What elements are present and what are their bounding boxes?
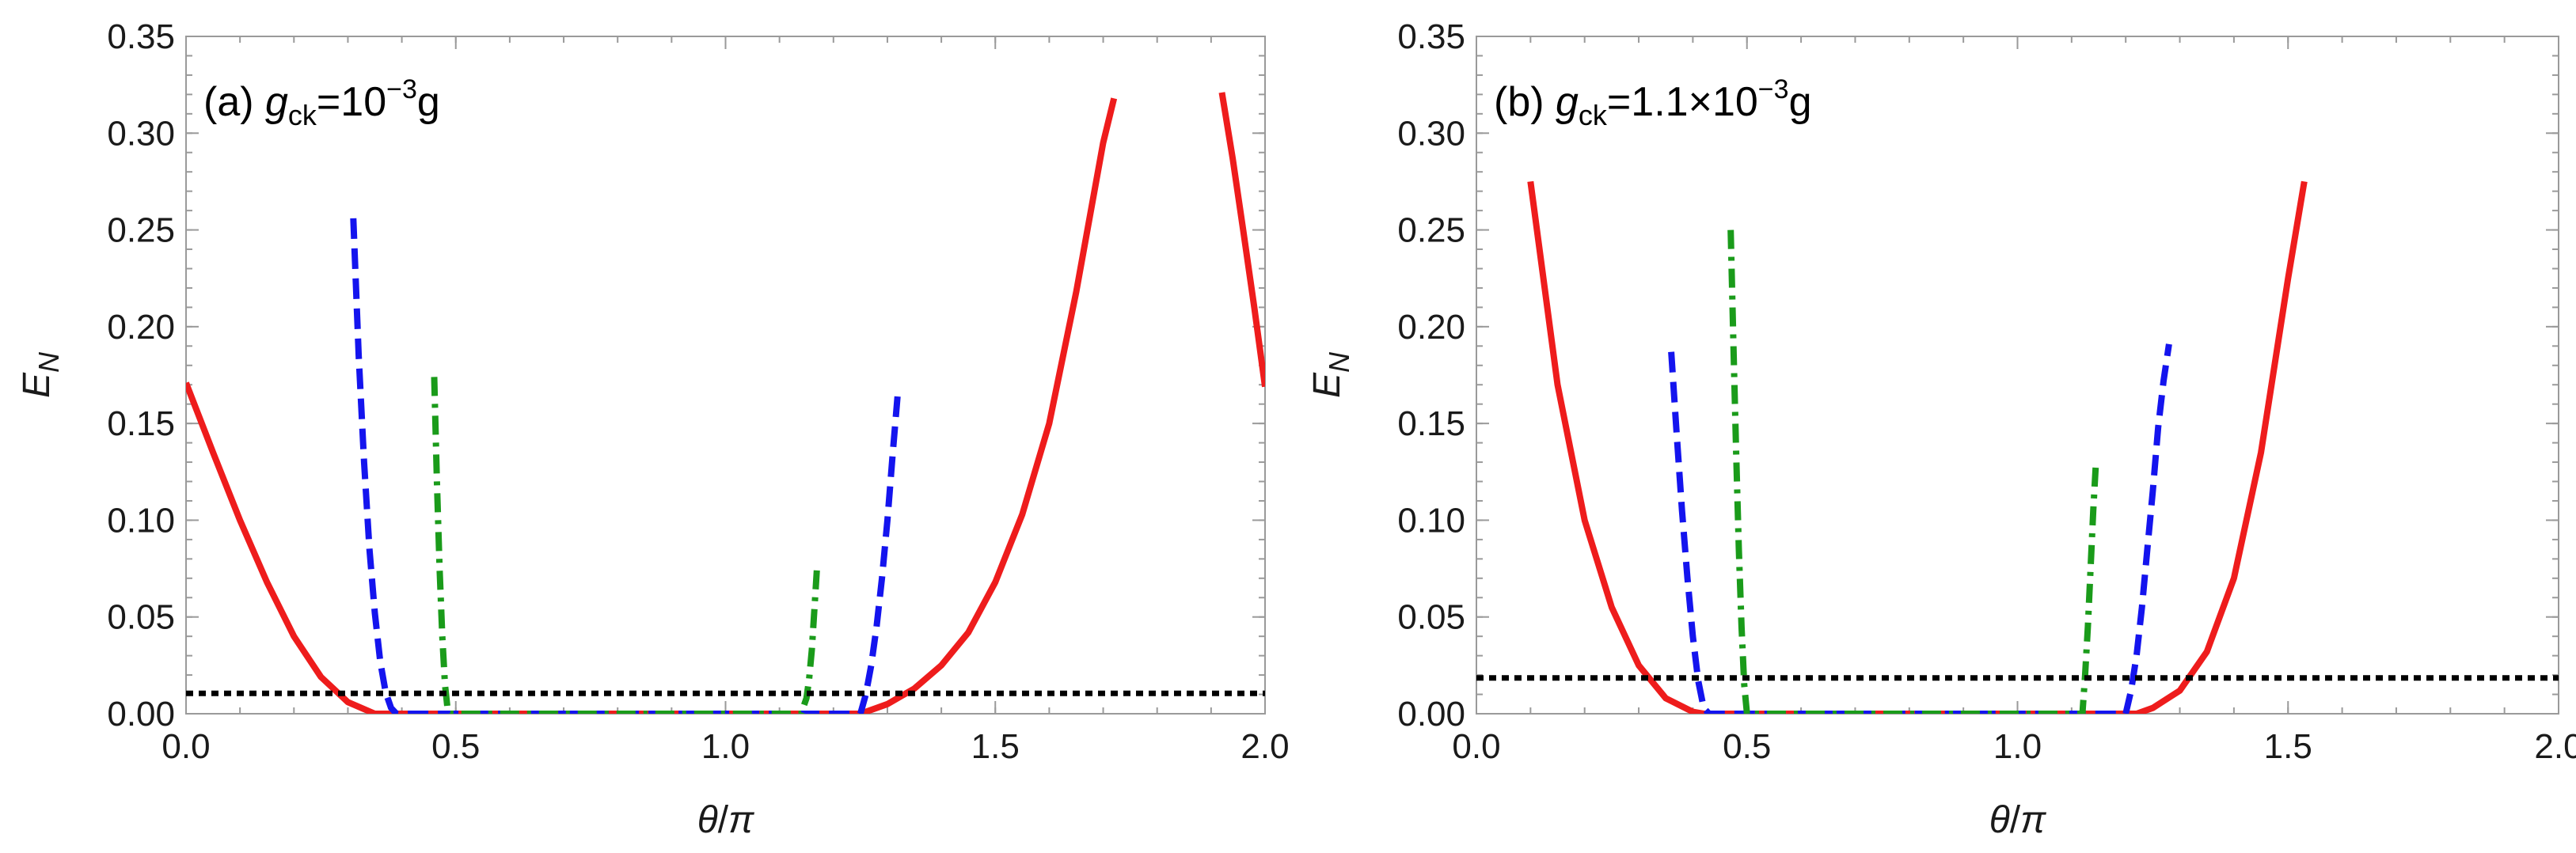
series-line-blue-dashed: [350, 218, 902, 714]
x-label-slash: /: [718, 799, 729, 841]
series-line-red-solid: [1527, 180, 2308, 714]
y-tick-label: 0.35: [1397, 17, 1465, 56]
y-label-E: E: [1306, 372, 1348, 398]
title-suffix: g: [1789, 79, 1812, 125]
panel-title: (b) gck=1.1×10−3g: [1494, 74, 1811, 131]
y-tick-label: 0.30: [1397, 114, 1465, 153]
x-label-pi: π: [2020, 799, 2046, 841]
title-equals-value: =10: [317, 79, 386, 125]
title-superscript: −3: [386, 74, 417, 104]
x-tick-label: 2.0: [1241, 727, 1289, 766]
x-axis-label: θ/π: [1989, 799, 2046, 841]
panel-a: 0.0 0.5 1.0 1.5 2.0 0.00 0.05 0.10 0.15 0.20 0.25 0…: [16, 17, 1290, 841]
y-tick-label: 0.30: [107, 114, 175, 153]
title-superscript: −3: [1758, 74, 1789, 104]
series-line-red-solid: [1218, 92, 1265, 388]
y-tick-label: 0.25: [1397, 211, 1465, 250]
x-tick-label: 0.0: [1452, 727, 1500, 766]
x-tick-label: 0.5: [1723, 727, 1771, 766]
panel-title: (a) gck=10−3g: [203, 74, 440, 131]
y-tick-label: 0.15: [1397, 404, 1465, 443]
series-line-green-dashdot: [431, 377, 821, 714]
y-tick-label: 0.00: [107, 695, 175, 734]
series-line-green-dashdot: [1727, 229, 2099, 714]
y-label-subscript: N: [1323, 351, 1355, 373]
series-group: [186, 92, 1265, 714]
y-label-E: E: [16, 372, 58, 398]
x-label-theta: θ: [697, 799, 718, 841]
x-label-pi: π: [728, 799, 754, 841]
title-subscript: ck: [288, 99, 317, 131]
x-tick-label: 1.5: [971, 727, 1020, 766]
y-tick-label: 0.00: [1397, 695, 1465, 734]
series-line-red-solid: [186, 97, 1118, 714]
y-tick-label: 0.25: [107, 211, 175, 250]
y-tick-label: 0.05: [107, 598, 175, 637]
x-label-slash: /: [2010, 799, 2021, 841]
x-tick-label: 0.5: [431, 727, 480, 766]
y-tick-label: 0.05: [1397, 598, 1465, 637]
minor-ticks: [1476, 36, 2559, 715]
title-equals-value: =1.1×10: [1607, 79, 1758, 125]
series-line-blue-dashed: [1668, 343, 2172, 714]
x-tick-label: 1.5: [2264, 727, 2312, 766]
x-tick-label: 1.0: [1993, 727, 2042, 766]
panel-b: 0.0 0.5 1.0 1.5 2.0 0.00 0.05 0.10 0.15 0.20 0.25 0…: [1306, 17, 2576, 841]
y-axis-label: EN: [1306, 351, 1355, 398]
plot-frame: [1476, 36, 2559, 715]
y-tick-label: 0.15: [107, 404, 175, 443]
panel-label-text: (a): [203, 79, 265, 125]
x-label-theta: θ: [1989, 799, 2010, 841]
title-suffix: g: [417, 79, 440, 125]
series-group: [1476, 180, 2559, 714]
panel-label-text: (b): [1494, 79, 1556, 125]
title-subscript: ck: [1579, 99, 1608, 131]
y-label-subscript: N: [32, 351, 65, 373]
title-variable: g: [265, 79, 288, 125]
title-variable: g: [1556, 79, 1579, 125]
x-tick-label: 0.0: [161, 727, 210, 766]
x-tick-label: 2.0: [2534, 727, 2576, 766]
y-tick-label: 0.35: [107, 17, 175, 56]
y-tick-label: 0.10: [107, 501, 175, 540]
y-tick-label: 0.20: [1397, 308, 1465, 347]
y-axis-label: EN: [16, 351, 65, 398]
y-tick-label: 0.20: [107, 308, 175, 347]
x-axis-label: θ/π: [697, 799, 754, 841]
y-tick-label: 0.10: [1397, 501, 1465, 540]
x-tick-label: 1.0: [701, 727, 750, 766]
